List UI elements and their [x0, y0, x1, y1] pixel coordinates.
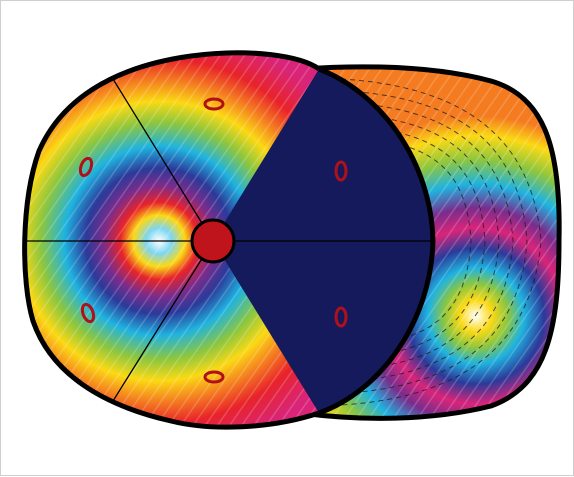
eyelet-lower-left [80, 302, 96, 324]
eyelet-top [203, 97, 225, 111]
eyelet-front-lower [334, 306, 348, 328]
crown [24, 52, 319, 428]
eyelet-upper-left [78, 156, 94, 178]
eyelet-front-upper [334, 160, 348, 182]
crown-outline [22, 50, 321, 430]
top-button [190, 218, 236, 264]
eyelet-bottom [203, 370, 225, 384]
visor-stitching [340, 78, 542, 406]
eyelets [78, 97, 348, 384]
front-panel-edge [318, 66, 436, 416]
panel-seams [27, 78, 433, 402]
visor-outline [300, 64, 562, 421]
